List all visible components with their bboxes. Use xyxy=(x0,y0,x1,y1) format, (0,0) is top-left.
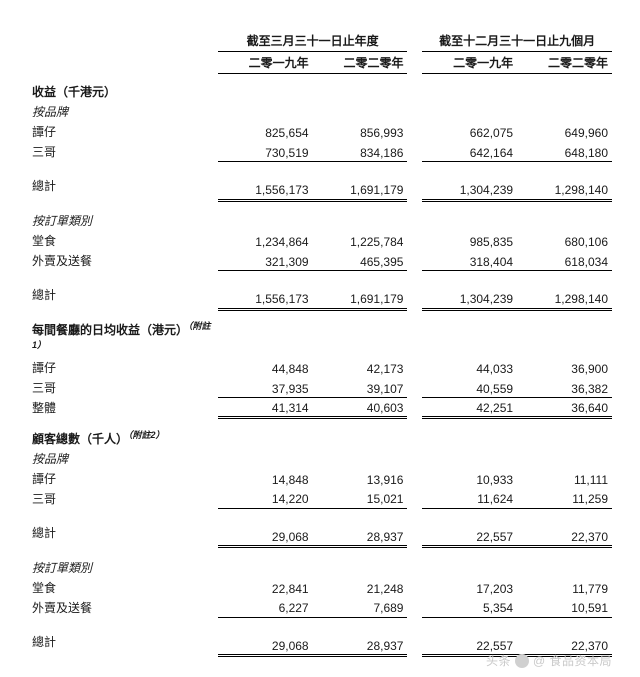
table-row: 譚仔 44,848 42,173 44,033 36,900 xyxy=(28,358,612,378)
financial-table: 截至三月三十一日止年度 截至十二月三十一日止九個月 二零一九年 二零二零年 二零… xyxy=(28,30,612,657)
table-row: 譚仔 825,654 856,993 662,075 649,960 xyxy=(28,122,612,142)
total-row: 總計 29,068 28,937 22,557 22,370 xyxy=(28,518,612,547)
table-row: 外賣及送餐 6,227 7,689 5,354 10,591 xyxy=(28,597,612,617)
table-row: 三哥 14,220 15,021 11,624 11,259 xyxy=(28,488,612,508)
period-1-header: 截至三月三十一日止年度 xyxy=(218,30,408,51)
revenue-title: 收益（千港元） xyxy=(28,73,218,102)
year-col-4: 二零二零年 xyxy=(517,51,612,73)
daily-rev-title: 每間餐廳的日均收益（港元）（附註1） xyxy=(28,309,218,358)
table-row: 三哥 730,519 834,186 642,164 648,180 xyxy=(28,142,612,162)
total-row: 總計 1,556,173 1,691,179 1,304,239 1,298,1… xyxy=(28,280,612,309)
watermark: 头条@ 食品资本局 xyxy=(486,652,612,669)
table-row: 堂食 22,841 21,248 17,203 11,779 xyxy=(28,577,612,597)
table-row: 三哥 37,935 39,107 40,559 36,382 xyxy=(28,378,612,398)
customers-title: 顧客總數（千人）（附註2） xyxy=(28,418,218,449)
table-row: 外賣及送餐 321,309 465,395 318,404 618,034 xyxy=(28,251,612,271)
avatar-icon xyxy=(515,654,529,668)
table-row: 整體 41,314 40,603 42,251 36,640 xyxy=(28,398,612,418)
table-row: 堂食 1,234,864 1,225,784 985,835 680,106 xyxy=(28,231,612,251)
total-row: 總計 1,556,173 1,691,179 1,304,239 1,298,1… xyxy=(28,171,612,200)
table-row: 譚仔 14,848 13,916 10,933 11,111 xyxy=(28,468,612,488)
year-col-2: 二零二零年 xyxy=(313,51,408,73)
year-col-1: 二零一九年 xyxy=(218,51,313,73)
by-brand-label: 按品牌 xyxy=(28,102,218,122)
year-col-3: 二零一九年 xyxy=(422,51,517,73)
by-order-label: 按訂單類別 xyxy=(28,211,218,231)
period-2-header: 截至十二月三十一日止九個月 xyxy=(422,30,612,51)
